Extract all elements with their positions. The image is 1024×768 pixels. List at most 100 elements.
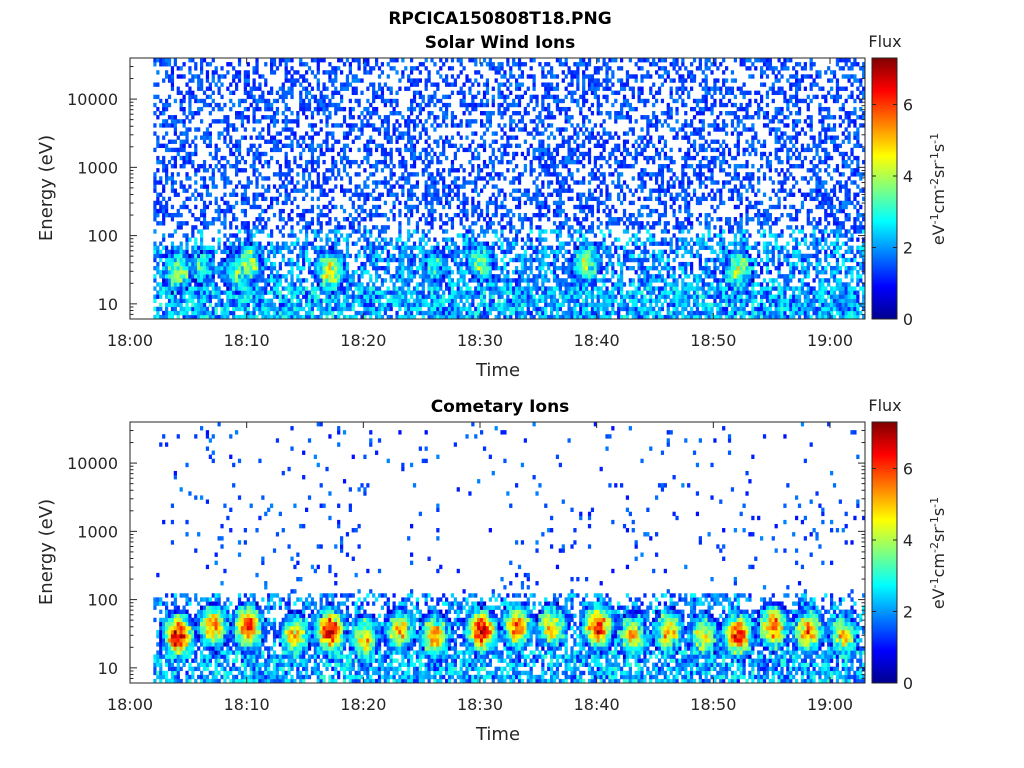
spectrogram-cell bbox=[337, 151, 341, 157]
spectrogram-cell bbox=[506, 278, 510, 283]
spectrogram-cell bbox=[267, 204, 271, 210]
spectrogram-cell bbox=[354, 310, 358, 316]
spectrogram-cell bbox=[284, 123, 288, 128]
spectrogram-cell bbox=[459, 261, 463, 267]
spectrogram-cell bbox=[465, 265, 469, 271]
spectrogram-cell bbox=[290, 119, 294, 124]
spectrogram-cell bbox=[287, 306, 291, 312]
spectrogram-cell bbox=[561, 70, 565, 75]
spectrogram-cell bbox=[515, 135, 519, 140]
spectrogram-cell bbox=[447, 290, 452, 295]
spectrogram-cell bbox=[465, 212, 469, 218]
spectrogram-cell bbox=[544, 164, 548, 169]
spectrogram-cell bbox=[310, 139, 315, 144]
spectrogram-cell bbox=[331, 306, 335, 312]
spectrogram-cell bbox=[357, 229, 361, 234]
spectrogram-cell bbox=[439, 270, 443, 275]
spectrogram-cell bbox=[389, 98, 393, 104]
spectrogram-cell bbox=[386, 86, 390, 91]
spectrogram-cell bbox=[237, 159, 242, 165]
spectrogram-cell bbox=[538, 192, 542, 197]
spectrogram-cell bbox=[567, 265, 571, 271]
spectrogram-cell bbox=[377, 94, 382, 100]
spectrogram-cell bbox=[258, 274, 262, 279]
spectrogram-cell bbox=[307, 98, 312, 104]
spectrogram-cell bbox=[293, 290, 297, 295]
spectrogram-cell bbox=[337, 123, 341, 128]
spectrogram-cell bbox=[223, 184, 227, 189]
spectrogram-cell bbox=[322, 70, 326, 75]
spectrogram-cell bbox=[331, 164, 335, 169]
spectrogram-cell bbox=[302, 62, 306, 67]
spectrogram-cell bbox=[278, 265, 282, 271]
spectrogram-cell bbox=[302, 139, 306, 144]
spectrogram-cell bbox=[450, 302, 455, 308]
spectrogram-cell bbox=[357, 302, 361, 308]
spectrogram-cell bbox=[372, 257, 376, 263]
spectrogram-cell bbox=[552, 172, 557, 177]
spectrogram-cell bbox=[287, 168, 291, 173]
spectrogram-cell bbox=[517, 98, 522, 104]
spectrogram-cell bbox=[357, 274, 361, 279]
spectrogram-cell bbox=[555, 306, 560, 312]
spectrogram-cell bbox=[576, 265, 580, 271]
spectrogram-cell bbox=[506, 135, 510, 140]
spectrogram-cell bbox=[436, 249, 440, 255]
spectrogram-cell bbox=[512, 127, 516, 132]
spectrogram-cell bbox=[421, 314, 425, 320]
spectrogram-cell bbox=[310, 86, 315, 91]
spectrogram-cell bbox=[211, 310, 215, 316]
spectrogram-cell bbox=[214, 290, 218, 295]
spectrogram-cell bbox=[252, 249, 256, 255]
spectrogram-cell bbox=[480, 314, 484, 320]
spectrogram-cell bbox=[436, 155, 440, 161]
spectrogram-cell bbox=[471, 237, 475, 242]
spectrogram-cell bbox=[167, 257, 172, 263]
spectrogram-cell bbox=[535, 192, 539, 197]
spectrogram-cell bbox=[433, 298, 437, 303]
spectrogram-cell bbox=[299, 245, 303, 250]
spectrogram-cell bbox=[418, 155, 422, 161]
spectrogram-cell bbox=[159, 123, 163, 128]
spectrogram-cell bbox=[334, 233, 338, 238]
spectrogram-cell bbox=[465, 119, 469, 124]
spectrogram-cell bbox=[494, 290, 498, 295]
spectrogram-cell bbox=[319, 274, 323, 279]
spectrogram-cell bbox=[249, 274, 253, 279]
spectrogram-cell bbox=[246, 270, 250, 275]
spectrogram-cell bbox=[515, 204, 519, 210]
spectrogram-cell bbox=[515, 241, 519, 246]
spectrogram-cell bbox=[299, 217, 303, 222]
spectrogram-cell bbox=[284, 245, 288, 250]
spectrogram-cell bbox=[520, 253, 525, 259]
spectrogram-cell bbox=[427, 159, 431, 165]
spectrogram-cell bbox=[415, 225, 420, 230]
spectrogram-cell bbox=[200, 119, 204, 124]
spectrogram-cell bbox=[500, 151, 504, 157]
spectrogram-cell bbox=[290, 257, 294, 263]
spectrogram-cell bbox=[264, 286, 268, 291]
spectrogram-cell bbox=[427, 78, 431, 83]
spectrogram-cell bbox=[526, 147, 530, 153]
spectrogram-cell bbox=[287, 164, 291, 169]
spectrogram-cell bbox=[249, 270, 253, 275]
spectrogram-cell bbox=[407, 302, 411, 308]
spectrogram-cell bbox=[235, 314, 239, 320]
spectrogram-cell bbox=[386, 306, 390, 312]
spectrogram-cell bbox=[275, 200, 280, 206]
spectrogram-cell bbox=[410, 102, 414, 108]
spectrogram-cell bbox=[471, 151, 475, 157]
spectrogram-cell bbox=[334, 245, 338, 250]
spectrogram-cell bbox=[232, 123, 236, 128]
spectrogram-cell bbox=[427, 265, 431, 271]
spectrogram-cell bbox=[363, 184, 367, 189]
spectrogram-cell bbox=[360, 127, 364, 132]
spectrogram-cell bbox=[229, 208, 233, 214]
spectrogram-cell bbox=[287, 119, 291, 124]
spectrogram-cell bbox=[182, 94, 186, 100]
spectrogram-cell bbox=[380, 123, 385, 128]
spectrogram-cell bbox=[272, 62, 277, 67]
spectrogram-cell bbox=[401, 261, 405, 267]
spectrogram-cell bbox=[334, 253, 338, 259]
spectrogram-cell bbox=[517, 314, 522, 320]
